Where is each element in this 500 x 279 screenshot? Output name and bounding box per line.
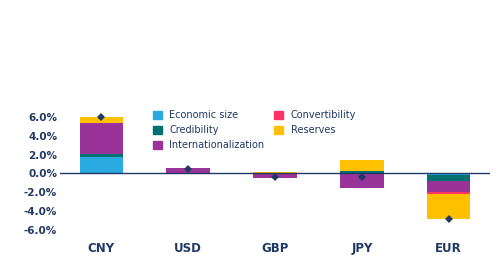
Bar: [427, 194, 470, 219]
Bar: [80, 154, 123, 157]
Bar: [80, 117, 123, 123]
Bar: [340, 172, 384, 174]
Bar: [80, 123, 123, 154]
Bar: [427, 181, 470, 192]
Bar: [254, 172, 296, 173]
Bar: [427, 174, 470, 175]
Bar: [80, 157, 123, 174]
Legend: Economic size, Credibility, Internationalization, Convertibility, Reserves: Economic size, Credibility, Internationa…: [151, 108, 358, 152]
Bar: [254, 173, 296, 174]
Bar: [427, 175, 470, 181]
Bar: [340, 174, 384, 188]
Bar: [254, 174, 296, 178]
Bar: [427, 192, 470, 194]
Bar: [340, 171, 384, 172]
Bar: [166, 168, 210, 174]
Bar: [340, 160, 384, 171]
